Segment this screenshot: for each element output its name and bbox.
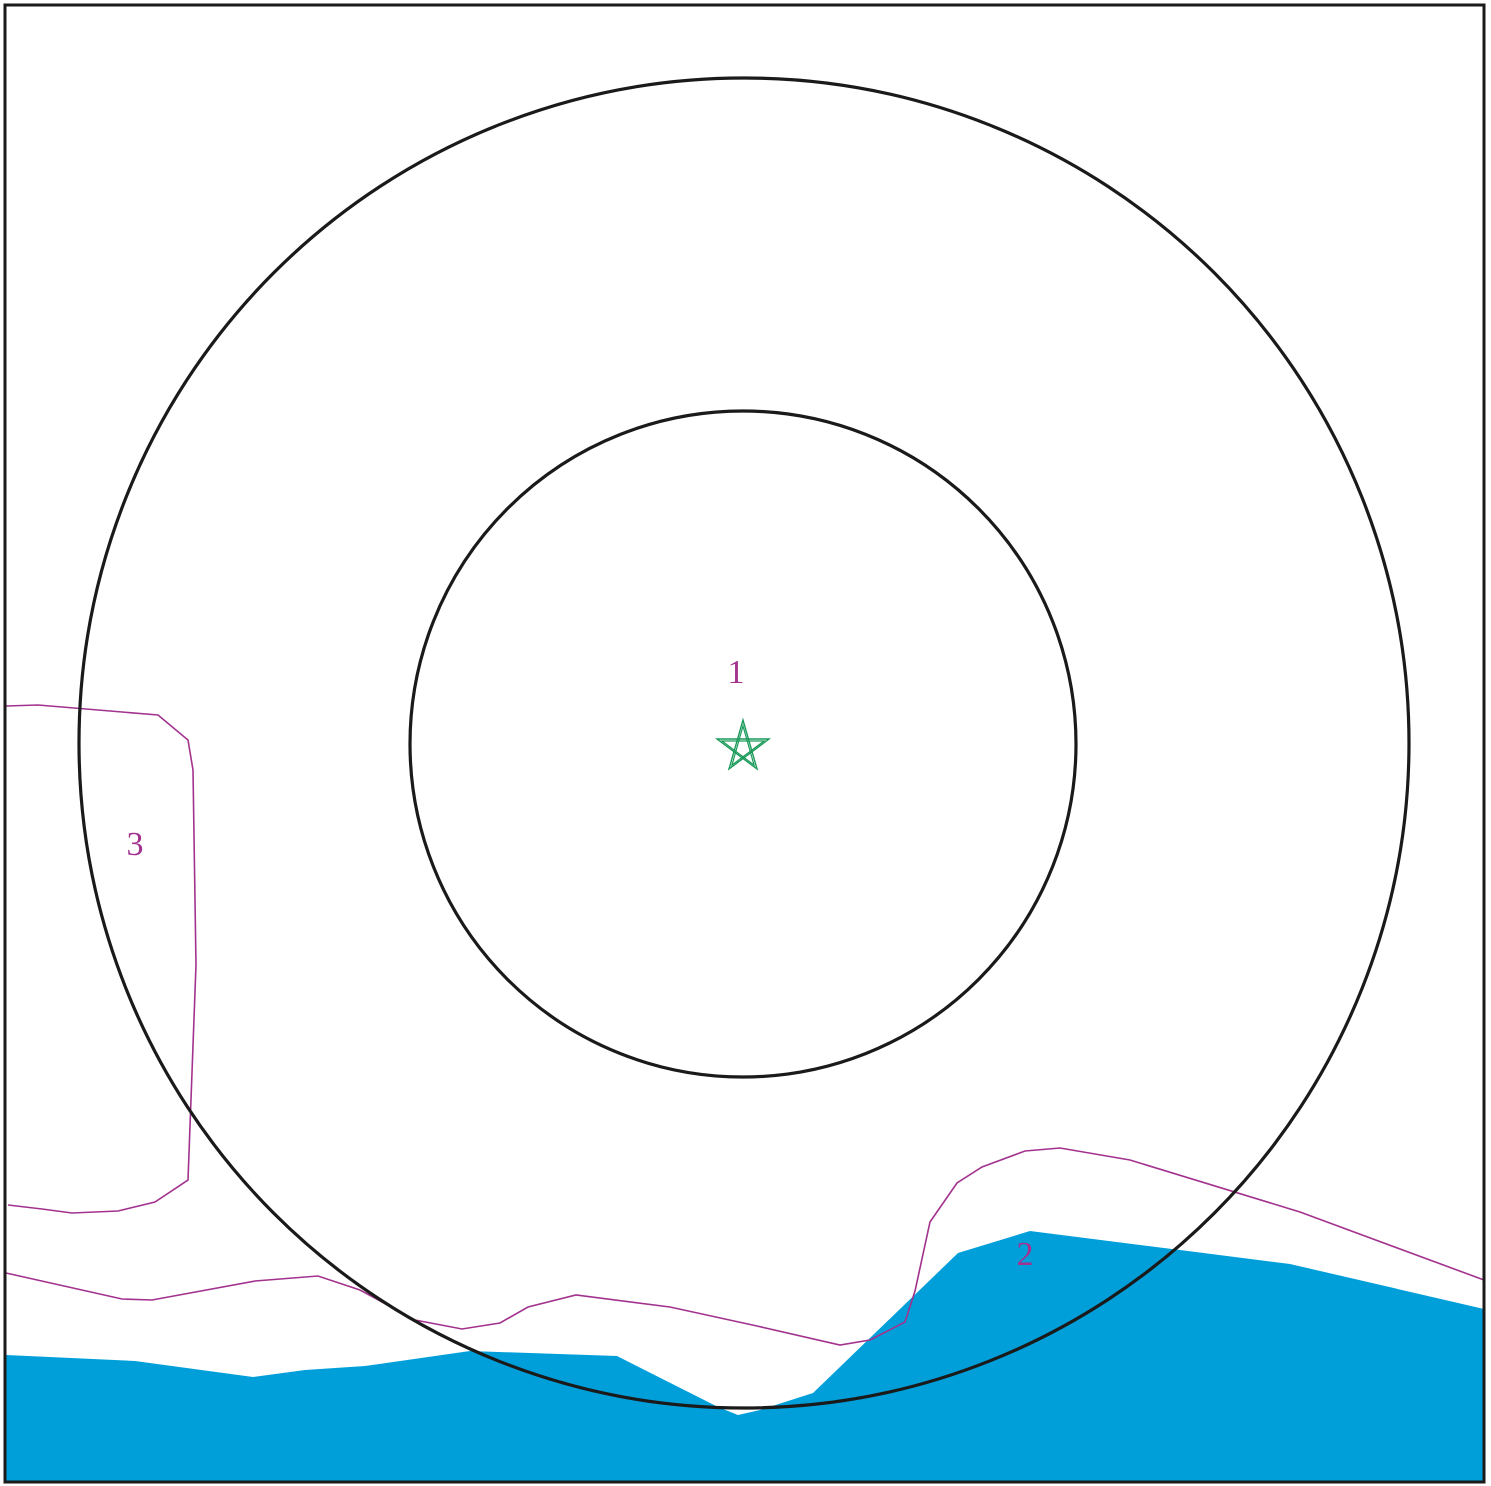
contour-line-left — [5, 704, 197, 1214]
zone-label-inner: 1 — [728, 654, 745, 691]
contour-line-lower — [5, 1147, 1485, 1346]
star-icon — [714, 717, 772, 771]
outer-ring — [77, 76, 1411, 1410]
zone-label-water: 2 — [1017, 1236, 1034, 1273]
zone-label-left: 3 — [127, 826, 144, 863]
map-frame — [3, 3, 1486, 1484]
inner-ring — [408, 409, 1078, 1079]
